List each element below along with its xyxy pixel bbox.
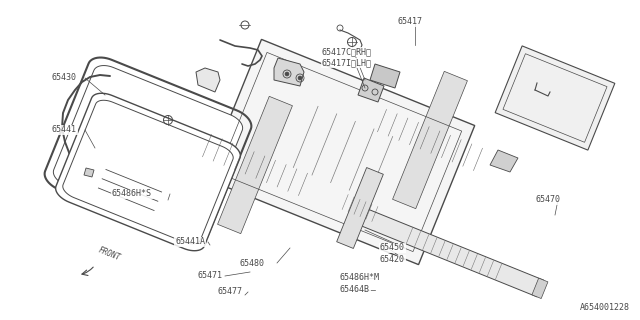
Text: 65441A: 65441A [175, 237, 205, 246]
Polygon shape [352, 205, 368, 226]
Circle shape [298, 76, 302, 80]
Polygon shape [56, 93, 241, 251]
Text: 65486H*M: 65486H*M [340, 274, 380, 283]
Text: 65417: 65417 [398, 18, 423, 27]
Text: 65470: 65470 [536, 196, 561, 204]
Text: 65441: 65441 [52, 125, 77, 134]
Polygon shape [392, 71, 467, 209]
Polygon shape [358, 78, 384, 102]
Polygon shape [274, 58, 304, 86]
Polygon shape [337, 168, 383, 248]
Circle shape [285, 72, 289, 76]
Polygon shape [196, 68, 220, 92]
Polygon shape [205, 39, 475, 265]
Polygon shape [53, 66, 243, 235]
Polygon shape [356, 207, 544, 297]
Text: 65450: 65450 [380, 244, 405, 252]
Text: 65477: 65477 [218, 287, 243, 297]
Text: 65464B: 65464B [340, 285, 370, 294]
Text: 65417I〈LH〉: 65417I〈LH〉 [322, 59, 372, 68]
Text: 65420: 65420 [380, 255, 405, 265]
Polygon shape [495, 46, 615, 150]
Text: 65430: 65430 [52, 74, 77, 83]
Polygon shape [84, 168, 94, 177]
Polygon shape [370, 64, 400, 88]
Polygon shape [218, 96, 292, 234]
Text: 65417C〈RH〉: 65417C〈RH〉 [322, 47, 372, 57]
Polygon shape [490, 150, 518, 172]
Text: 65480: 65480 [240, 259, 265, 268]
Polygon shape [532, 278, 548, 299]
Text: A654001228: A654001228 [580, 303, 630, 312]
Text: FRONT: FRONT [97, 246, 122, 263]
Text: 65486H*S: 65486H*S [112, 189, 152, 198]
Text: 65471: 65471 [198, 271, 223, 281]
